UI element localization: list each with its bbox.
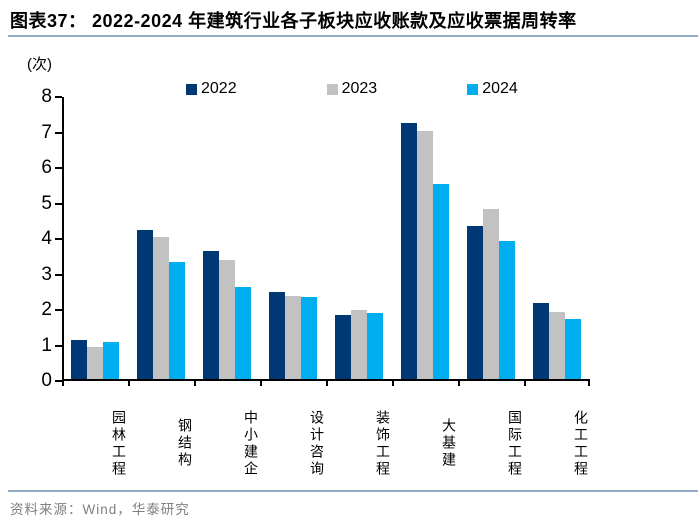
y-tick [55, 167, 62, 169]
x-tick [128, 381, 130, 386]
category-label-中小建企: 中小建企 [242, 409, 258, 478]
bar-2023-中小建企 [219, 260, 235, 379]
legend-item-2023: 2023 [326, 80, 378, 97]
legend-label: 2023 [341, 80, 378, 97]
y-tick [55, 131, 62, 134]
bar-2023-大基建 [417, 130, 433, 379]
legend-label: 2024 [482, 80, 518, 97]
bar-2023-钢结构 [153, 237, 169, 379]
category-label-园林工程: 园林工程 [110, 409, 126, 478]
y-axis-label: 4 [41, 228, 52, 249]
category-label-装饰工程: 装饰工程 [374, 409, 390, 478]
bar-2024-大基建 [433, 183, 449, 379]
y-axis-label: 0 [41, 370, 52, 391]
x-tick [326, 381, 328, 386]
legend-item-2022: 2022 [186, 81, 237, 97]
bar-2022-园林工程 [71, 339, 87, 379]
y-tick [55, 344, 62, 347]
bar-2022-化工工程 [533, 302, 549, 379]
bar-2024-钢结构 [169, 261, 185, 379]
x-tick [588, 381, 590, 386]
legend-label: 2022 [201, 80, 237, 97]
x-tick [458, 381, 460, 386]
legend-swatch-2023 [326, 83, 338, 95]
category-label-国际工程: 国际工程 [506, 409, 522, 478]
y-axis-label: 6 [41, 157, 52, 178]
bar-2022-中小建企 [203, 251, 219, 379]
bar-2022-国际工程 [467, 226, 483, 379]
y-axis-label: 8 [41, 86, 52, 107]
y-tick [55, 309, 62, 311]
y-axis-label: 5 [41, 192, 52, 214]
bar-2024-国际工程 [499, 240, 515, 379]
unit-label: (次) [27, 56, 52, 73]
source-rule [8, 490, 698, 492]
y-axis-label: 2 [41, 299, 52, 320]
source-text: 资料来源：Wind，华泰研究 [10, 502, 190, 517]
y-tick [55, 273, 62, 276]
bar-2022-钢结构 [137, 229, 153, 379]
legend-item-2024: 2024 [467, 81, 518, 97]
figure-title: 图表37： 2022-2024 年建筑行业各子板块应收账款及应收票据周转率 [10, 11, 577, 31]
plot-area [62, 97, 590, 381]
category-label-钢结构: 钢结构 [176, 418, 192, 469]
bar-2023-化工工程 [549, 311, 565, 379]
x-tick [524, 381, 526, 386]
category-label-化工工程: 化工工程 [572, 409, 588, 478]
bar-2024-中小建企 [235, 286, 251, 379]
bar-2023-国际工程 [483, 208, 499, 379]
category-label-设计咨询: 设计咨询 [308, 409, 324, 478]
y-axis-label: 7 [41, 121, 52, 143]
x-tick [194, 381, 196, 386]
title-rule [8, 35, 698, 37]
y-tick [55, 202, 62, 205]
x-tick [62, 381, 64, 386]
y-tick [55, 96, 62, 98]
category-label-大基建: 大基建 [440, 418, 456, 469]
legend: 2022 2023 2024 [186, 81, 518, 97]
bar-2024-园林工程 [103, 341, 119, 379]
bar-2023-设计咨询 [285, 295, 301, 379]
bar-2022-大基建 [401, 123, 417, 379]
bar-2024-化工工程 [565, 318, 581, 379]
y-axis-label: 3 [41, 263, 52, 285]
y-tick [55, 238, 62, 240]
x-tick [392, 381, 394, 386]
x-tick [260, 381, 262, 386]
bar-2022-装饰工程 [335, 315, 351, 379]
legend-swatch-2022 [186, 83, 197, 95]
bar-2022-设计咨询 [269, 292, 285, 379]
bar-2023-园林工程 [87, 347, 103, 379]
legend-swatch-2024 [467, 83, 479, 95]
bar-2024-设计咨询 [301, 297, 317, 379]
bar-2024-装饰工程 [367, 313, 383, 379]
bar-2023-装饰工程 [351, 309, 367, 379]
y-tick [55, 380, 62, 382]
y-axis-label: 1 [41, 334, 52, 356]
